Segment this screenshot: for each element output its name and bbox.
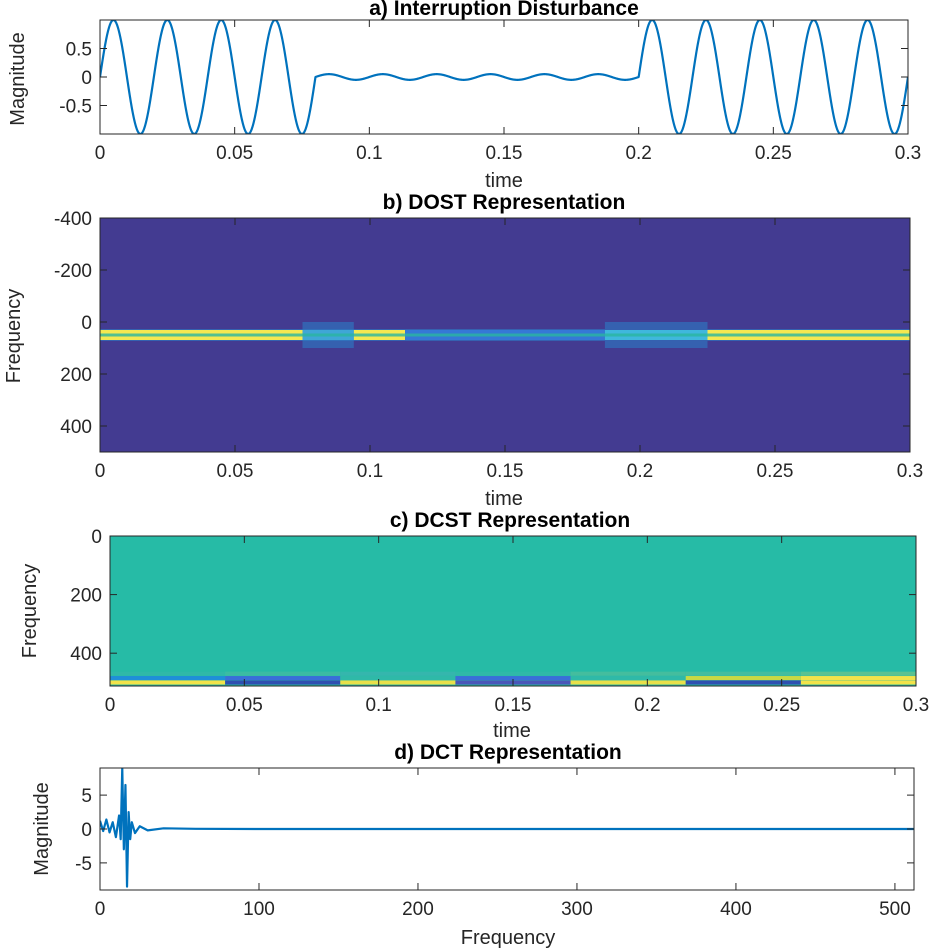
x-tick-label: 500	[879, 899, 911, 920]
x-tick-label: 0	[95, 899, 106, 920]
dcst-cell	[800, 676, 916, 681]
dcst-cell	[225, 671, 341, 676]
x-tick-label: 0	[105, 695, 116, 716]
dcst-cell	[685, 671, 801, 676]
dcst-cell	[455, 671, 571, 676]
panel-c-xlabel: time	[493, 720, 531, 742]
panel-c-title: c) DCST Representation	[390, 509, 630, 532]
panel-a-title: a) Interruption Disturbance	[369, 0, 639, 20]
panel-d-dct-line	[100, 768, 914, 888]
x-tick-label: 0.1	[365, 695, 391, 716]
y-tick-label: 0	[81, 313, 92, 334]
y-tick-label: 0	[81, 68, 92, 89]
dcst-cell	[340, 676, 456, 681]
x-tick-label: 0.2	[625, 143, 651, 164]
dcst-cell	[110, 680, 226, 685]
x-tick-label: 0.15	[495, 695, 532, 716]
x-tick-label: 0.25	[757, 461, 794, 482]
panel-a-signal-line	[100, 20, 908, 134]
x-tick-label: 0.3	[897, 461, 923, 482]
y-tick-label: 0	[91, 527, 102, 548]
dcst-cell	[455, 676, 571, 681]
y-tick-label: -0.5	[59, 97, 92, 118]
panel-d-xlabel: Frequency	[461, 927, 556, 948]
dcst-cell	[225, 680, 341, 685]
dcst-cell	[340, 671, 456, 676]
dcst-cell	[570, 680, 686, 685]
x-tick-label: 300	[561, 899, 593, 920]
dcst-cell	[340, 680, 456, 685]
panel-c-heatmap-background	[110, 536, 916, 686]
panel-b-xlabel: time	[485, 488, 523, 510]
x-tick-label: 100	[243, 899, 275, 920]
x-tick-label: 0.05	[226, 695, 263, 716]
panel-b-title: b) DOST Representation	[383, 191, 626, 214]
y-tick-label: 400	[70, 644, 102, 665]
panel-c-ylabel: Frequency	[19, 564, 41, 659]
y-tick-label: 200	[70, 586, 102, 607]
panel-d-ylabel: Magnitude	[31, 782, 53, 875]
x-tick-label: 0.05	[216, 143, 253, 164]
x-tick-label: 0.3	[895, 143, 921, 164]
y-tick-label: -5	[75, 854, 92, 875]
x-tick-label: 0.25	[763, 695, 800, 716]
y-tick-label: -400	[54, 209, 92, 230]
x-tick-label: 0	[95, 143, 106, 164]
y-tick-label: 0	[81, 820, 92, 841]
y-tick-label: 5	[81, 786, 92, 807]
x-tick-label: 0.2	[627, 461, 653, 482]
x-tick-label: 0.1	[357, 461, 383, 482]
panel-d-title: d) DCT Representation	[394, 741, 622, 764]
dost-band-center	[707, 333, 910, 337]
panel-c: c) DCST Representation Frequency time 0 0…	[19, 509, 929, 742]
x-tick-label: 0.05	[217, 461, 254, 482]
dost-band-center	[100, 333, 406, 337]
x-tick-label: 0.3	[903, 695, 929, 716]
dost-band-center	[604, 333, 708, 337]
x-tick-label: 200	[402, 899, 434, 920]
panel-a-xlabel: time	[485, 170, 523, 192]
x-tick-label: 0.15	[487, 461, 524, 482]
dcst-cell	[800, 680, 916, 685]
panel-b-ylabel: Frequency	[3, 289, 25, 384]
x-tick-label: 0	[95, 461, 106, 482]
dcst-cell	[800, 671, 916, 676]
dcst-cell	[110, 676, 226, 681]
dost-band-center	[302, 333, 354, 337]
panel-d: d) DCT Representation Magnitude Frequenc…	[31, 741, 915, 948]
dcst-cell	[225, 676, 341, 681]
y-tick-label: 200	[60, 365, 92, 386]
dcst-cell	[570, 676, 686, 681]
panel-b: b) DOST Representation Frequency time 0 0…	[3, 191, 923, 510]
dcst-cell	[570, 671, 686, 676]
panel-a: a) Interruption Disturbance Magnitude ti…	[7, 0, 921, 192]
dcst-cell	[110, 671, 226, 676]
y-tick-label: 400	[60, 417, 92, 438]
panel-a-ylabel: Magnitude	[7, 32, 29, 125]
dcst-cell	[685, 680, 801, 685]
x-tick-label: 0.1	[356, 143, 382, 164]
dost-band-center	[405, 333, 605, 337]
y-tick-label: 0.5	[66, 40, 92, 61]
x-tick-label: 400	[720, 899, 752, 920]
dcst-cell	[685, 676, 801, 681]
y-tick-label: -200	[54, 261, 92, 282]
x-tick-label: 0.15	[486, 143, 523, 164]
x-tick-label: 0.2	[634, 695, 660, 716]
x-tick-label: 0.25	[755, 143, 792, 164]
